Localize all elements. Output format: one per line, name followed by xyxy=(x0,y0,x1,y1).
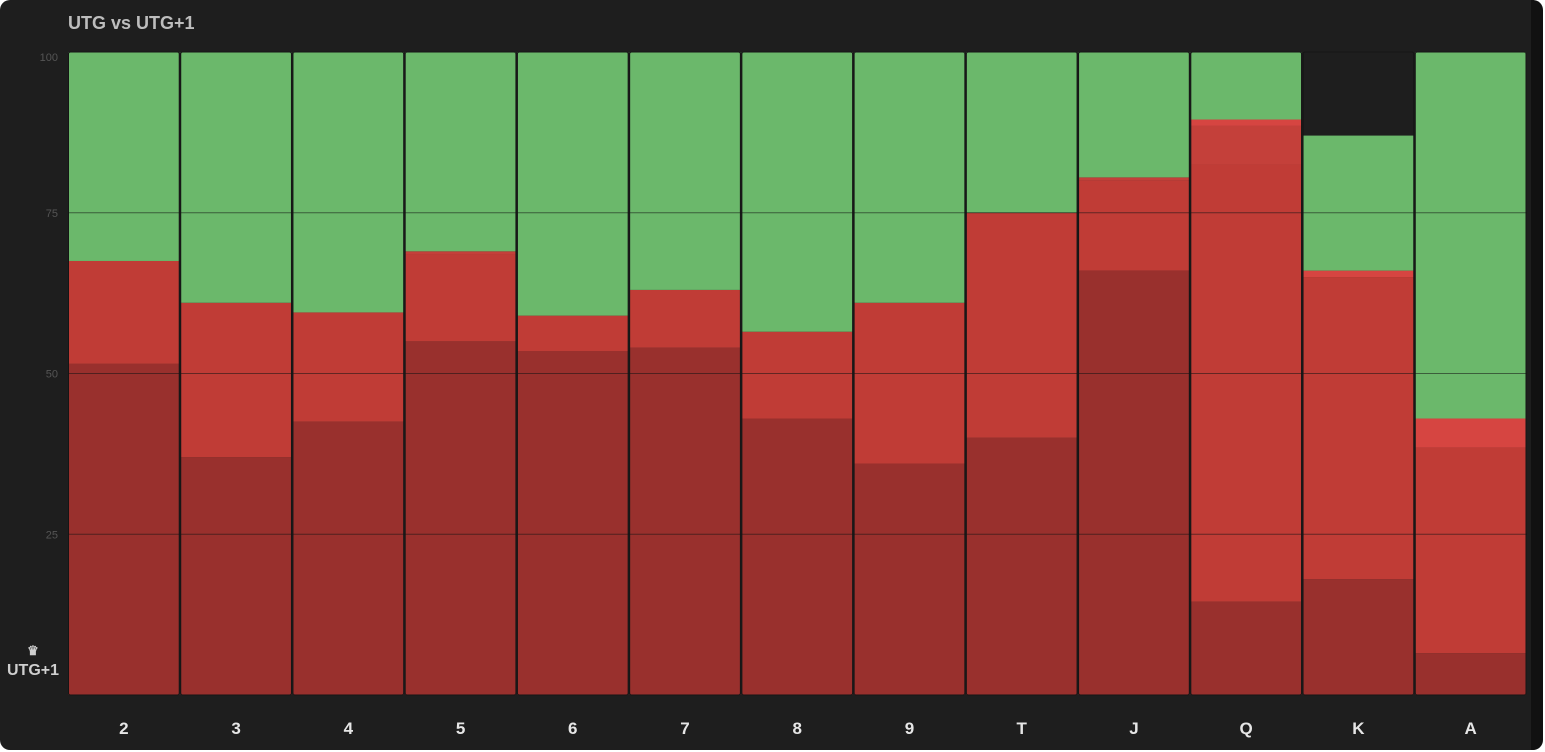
player-label: ♛ UTG+1 xyxy=(0,644,66,680)
bar-segment-2-s0[interactable] xyxy=(68,363,180,695)
y-tick-label: 25 xyxy=(46,529,58,541)
x-tick-label: 8 xyxy=(793,719,802,738)
bar-segment-A-s0[interactable] xyxy=(1415,653,1526,695)
bar-segment-9-s1[interactable] xyxy=(854,302,965,464)
bar-segment-T-s0[interactable] xyxy=(966,437,1078,695)
x-tick-label: T xyxy=(1017,719,1028,738)
bar-segment-Q-s2[interactable] xyxy=(1190,125,1302,165)
bar-segment-5-s1[interactable] xyxy=(405,254,516,342)
bar-segment-Q-s1[interactable] xyxy=(1190,164,1302,602)
bar-segment-J-s0[interactable] xyxy=(1078,270,1190,695)
y-tick-label: 100 xyxy=(40,52,58,64)
bar-segment-K-s3[interactable] xyxy=(1303,270,1414,278)
bar-segment-Q-s3[interactable] xyxy=(1190,119,1302,126)
bar-segment-J-s4[interactable] xyxy=(1078,52,1190,178)
bar-segment-3-s1[interactable] xyxy=(180,302,292,458)
bar-segment-K-s0[interactable] xyxy=(1303,579,1414,695)
bar-segment-2-s4[interactable] xyxy=(68,52,180,261)
bar-segment-A-s4[interactable] xyxy=(1415,52,1526,419)
x-tick-label: K xyxy=(1352,719,1365,738)
x-tick-label: 2 xyxy=(119,719,128,738)
bar-segment-8-s1[interactable] xyxy=(741,331,853,419)
bar-segment-6-s0[interactable] xyxy=(517,350,629,695)
bar-segment-5-s0[interactable] xyxy=(405,341,516,695)
bar-segment-3-s0[interactable] xyxy=(180,457,292,695)
bar-segment-7-s1[interactable] xyxy=(629,289,741,348)
bar-segment-A-s3[interactable] xyxy=(1415,418,1526,448)
bar-segment-4-s4[interactable] xyxy=(292,52,404,313)
player-label-text: UTG+1 xyxy=(6,662,59,679)
bar-segment-4-s1[interactable] xyxy=(292,312,404,422)
bar-segment-2-s1[interactable] xyxy=(68,260,180,364)
bar-segment-T-s4[interactable] xyxy=(966,52,1078,213)
bar-segment-T-s1[interactable] xyxy=(966,212,1078,438)
x-tick-label: 4 xyxy=(344,719,354,738)
bar-segment-J-s2[interactable] xyxy=(1078,177,1190,181)
x-tick-label: Q xyxy=(1240,719,1253,738)
bar-segment-K-s4[interactable] xyxy=(1303,135,1414,271)
x-tick-label: J xyxy=(1129,719,1138,738)
x-tick-label: 7 xyxy=(680,719,689,738)
bar-segment-5-s2[interactable] xyxy=(405,251,516,255)
bar-segment-5-s4[interactable] xyxy=(405,52,516,252)
bar-segment-9-s4[interactable] xyxy=(854,52,965,303)
x-tick-label: 3 xyxy=(231,719,240,738)
crown-icon: ♛ xyxy=(27,643,39,658)
chart-title: UTG vs UTG+1 xyxy=(68,13,195,33)
bar-segment-6-s4[interactable] xyxy=(517,52,629,316)
bar-segment-9-s0[interactable] xyxy=(854,463,965,695)
bar-segment-Q-s0[interactable] xyxy=(1190,601,1302,695)
x-tick-label: A xyxy=(1464,719,1476,738)
x-tick-label: 9 xyxy=(905,719,914,738)
x-tick-label: 5 xyxy=(456,719,465,738)
bar-segment-7-s0[interactable] xyxy=(629,347,741,695)
x-tick-label: 6 xyxy=(568,719,577,738)
bar-segment-6-s1[interactable] xyxy=(517,315,629,351)
bar-segment-Q-s4[interactable] xyxy=(1190,52,1302,120)
bar-segment-A-s1[interactable] xyxy=(1415,447,1526,654)
bar-segment-3-s4[interactable] xyxy=(180,52,292,303)
bar-segment-7-s4[interactable] xyxy=(629,52,741,290)
y-tick-label: 75 xyxy=(46,208,58,220)
bar-segment-4-s0[interactable] xyxy=(292,421,404,695)
bar-segment-J-s1[interactable] xyxy=(1078,180,1190,271)
y-tick-label: 50 xyxy=(46,369,58,381)
bar-segment-8-s0[interactable] xyxy=(741,418,853,695)
bar-segment-8-s4[interactable] xyxy=(741,52,853,332)
bar-segment-K-s1[interactable] xyxy=(1303,277,1414,580)
